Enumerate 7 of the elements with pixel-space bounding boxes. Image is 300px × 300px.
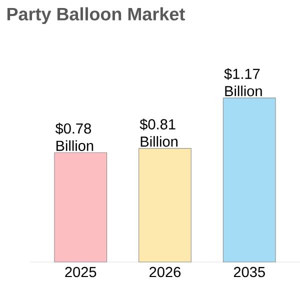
data-label: $0.81 Billion bbox=[140, 118, 178, 147]
data-label: $0.78 Billion bbox=[55, 122, 94, 151]
data-label: $1.17 Billion bbox=[224, 68, 262, 96]
x-tick-label: 2035 bbox=[234, 266, 265, 278]
x-tick-label: 2026 bbox=[150, 266, 181, 278]
chart-title: Party Balloon Market bbox=[7, 7, 185, 24]
x-tick-label: 2025 bbox=[65, 266, 96, 278]
